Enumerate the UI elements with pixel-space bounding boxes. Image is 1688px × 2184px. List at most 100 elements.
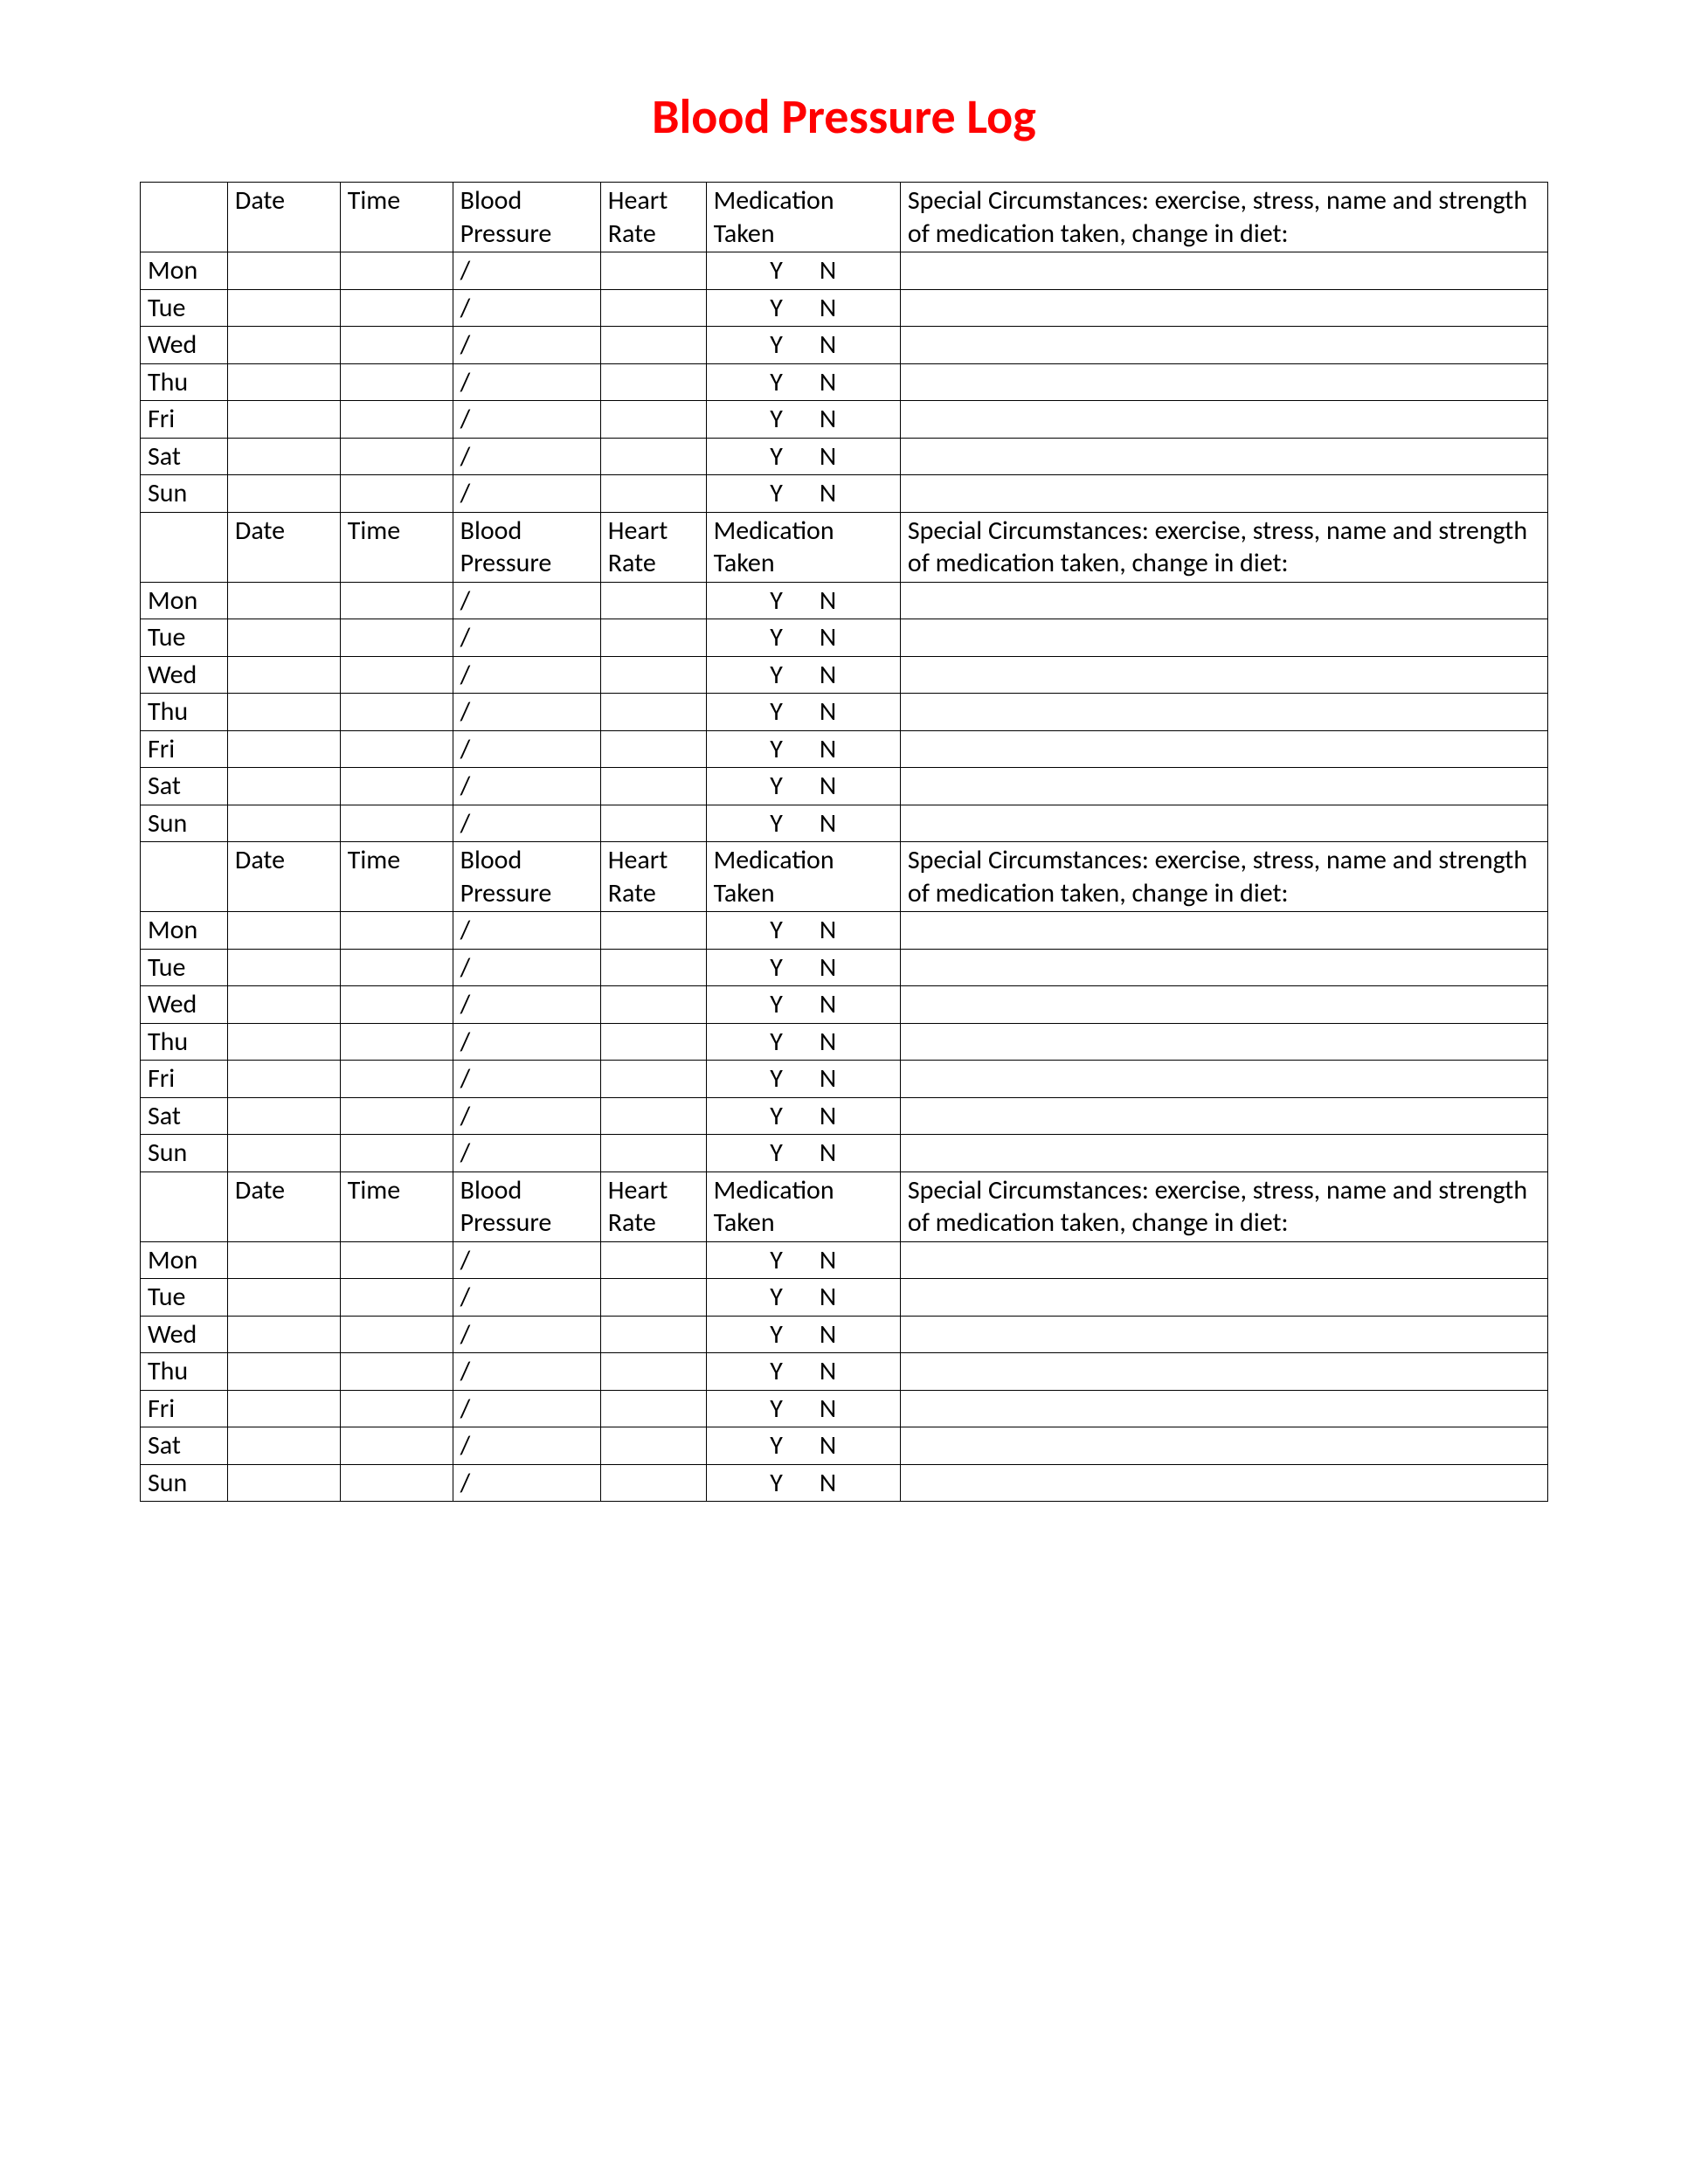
time-cell[interactable]	[340, 327, 453, 364]
hr-cell[interactable]	[600, 656, 706, 694]
hr-cell[interactable]	[600, 1316, 706, 1353]
hr-cell[interactable]	[600, 582, 706, 619]
time-cell[interactable]	[340, 1353, 453, 1391]
time-cell[interactable]	[340, 986, 453, 1024]
time-cell[interactable]	[340, 363, 453, 401]
med-yes[interactable]: Y	[770, 951, 783, 985]
med-no[interactable]: N	[820, 988, 836, 1021]
date-cell[interactable]	[227, 327, 340, 364]
med-no[interactable]: N	[820, 1062, 836, 1095]
sc-cell[interactable]	[900, 475, 1547, 513]
bp-cell[interactable]: /	[453, 912, 600, 950]
time-cell[interactable]	[340, 582, 453, 619]
med-cell[interactable]: YN	[706, 1023, 900, 1061]
sc-cell[interactable]	[900, 805, 1547, 842]
sc-cell[interactable]	[900, 327, 1547, 364]
med-no[interactable]: N	[820, 914, 836, 947]
date-cell[interactable]	[227, 582, 340, 619]
med-cell[interactable]: YN	[706, 805, 900, 842]
med-yes[interactable]: Y	[770, 1355, 783, 1388]
date-cell[interactable]	[227, 805, 340, 842]
med-no[interactable]: N	[820, 1393, 836, 1426]
med-cell[interactable]: YN	[706, 768, 900, 805]
sc-cell[interactable]	[900, 401, 1547, 439]
med-cell[interactable]: YN	[706, 401, 900, 439]
time-cell[interactable]	[340, 401, 453, 439]
med-no[interactable]: N	[820, 403, 836, 436]
med-no[interactable]: N	[820, 254, 836, 287]
hr-cell[interactable]	[600, 730, 706, 768]
time-cell[interactable]	[340, 694, 453, 731]
hr-cell[interactable]	[600, 438, 706, 475]
med-cell[interactable]: YN	[706, 1241, 900, 1279]
sc-cell[interactable]	[900, 694, 1547, 731]
med-yes[interactable]: Y	[770, 988, 783, 1021]
sc-cell[interactable]	[900, 363, 1547, 401]
sc-cell[interactable]	[900, 949, 1547, 986]
med-cell[interactable]: YN	[706, 1464, 900, 1502]
med-no[interactable]: N	[820, 1281, 836, 1314]
bp-cell[interactable]: /	[453, 805, 600, 842]
med-yes[interactable]: Y	[770, 621, 783, 654]
date-cell[interactable]	[227, 949, 340, 986]
med-no[interactable]: N	[820, 951, 836, 985]
time-cell[interactable]	[340, 1097, 453, 1135]
med-no[interactable]: N	[820, 1318, 836, 1351]
bp-cell[interactable]: /	[453, 986, 600, 1024]
time-cell[interactable]	[340, 1390, 453, 1427]
sc-cell[interactable]	[900, 1279, 1547, 1317]
hr-cell[interactable]	[600, 768, 706, 805]
time-cell[interactable]	[340, 949, 453, 986]
sc-cell[interactable]	[900, 1135, 1547, 1172]
med-yes[interactable]: Y	[770, 584, 783, 618]
sc-cell[interactable]	[900, 582, 1547, 619]
sc-cell[interactable]	[900, 730, 1547, 768]
time-cell[interactable]	[340, 289, 453, 327]
med-cell[interactable]: YN	[706, 1135, 900, 1172]
date-cell[interactable]	[227, 363, 340, 401]
bp-cell[interactable]: /	[453, 1316, 600, 1353]
bp-cell[interactable]: /	[453, 1279, 600, 1317]
med-no[interactable]: N	[820, 621, 836, 654]
bp-cell[interactable]: /	[453, 619, 600, 657]
date-cell[interactable]	[227, 656, 340, 694]
time-cell[interactable]	[340, 768, 453, 805]
sc-cell[interactable]	[900, 1427, 1547, 1465]
med-cell[interactable]: YN	[706, 1427, 900, 1465]
date-cell[interactable]	[227, 912, 340, 950]
med-cell[interactable]: YN	[706, 363, 900, 401]
sc-cell[interactable]	[900, 1097, 1547, 1135]
med-yes[interactable]: Y	[770, 1137, 783, 1170]
bp-cell[interactable]: /	[453, 289, 600, 327]
time-cell[interactable]	[340, 1427, 453, 1465]
med-yes[interactable]: Y	[770, 1281, 783, 1314]
med-cell[interactable]: YN	[706, 438, 900, 475]
med-no[interactable]: N	[820, 292, 836, 325]
med-no[interactable]: N	[820, 1429, 836, 1462]
med-yes[interactable]: Y	[770, 695, 783, 729]
sc-cell[interactable]	[900, 438, 1547, 475]
time-cell[interactable]	[340, 1279, 453, 1317]
med-no[interactable]: N	[820, 440, 836, 473]
med-no[interactable]: N	[820, 1467, 836, 1500]
sc-cell[interactable]	[900, 1316, 1547, 1353]
hr-cell[interactable]	[600, 1023, 706, 1061]
time-cell[interactable]	[340, 1023, 453, 1061]
hr-cell[interactable]	[600, 986, 706, 1024]
time-cell[interactable]	[340, 1316, 453, 1353]
time-cell[interactable]	[340, 619, 453, 657]
med-cell[interactable]: YN	[706, 1061, 900, 1098]
bp-cell[interactable]: /	[453, 1135, 600, 1172]
bp-cell[interactable]: /	[453, 401, 600, 439]
sc-cell[interactable]	[900, 1061, 1547, 1098]
date-cell[interactable]	[227, 1390, 340, 1427]
med-yes[interactable]: Y	[770, 477, 783, 510]
med-yes[interactable]: Y	[770, 440, 783, 473]
date-cell[interactable]	[227, 1279, 340, 1317]
hr-cell[interactable]	[600, 1097, 706, 1135]
med-no[interactable]: N	[820, 477, 836, 510]
date-cell[interactable]	[227, 1427, 340, 1465]
hr-cell[interactable]	[600, 1061, 706, 1098]
hr-cell[interactable]	[600, 949, 706, 986]
hr-cell[interactable]	[600, 619, 706, 657]
